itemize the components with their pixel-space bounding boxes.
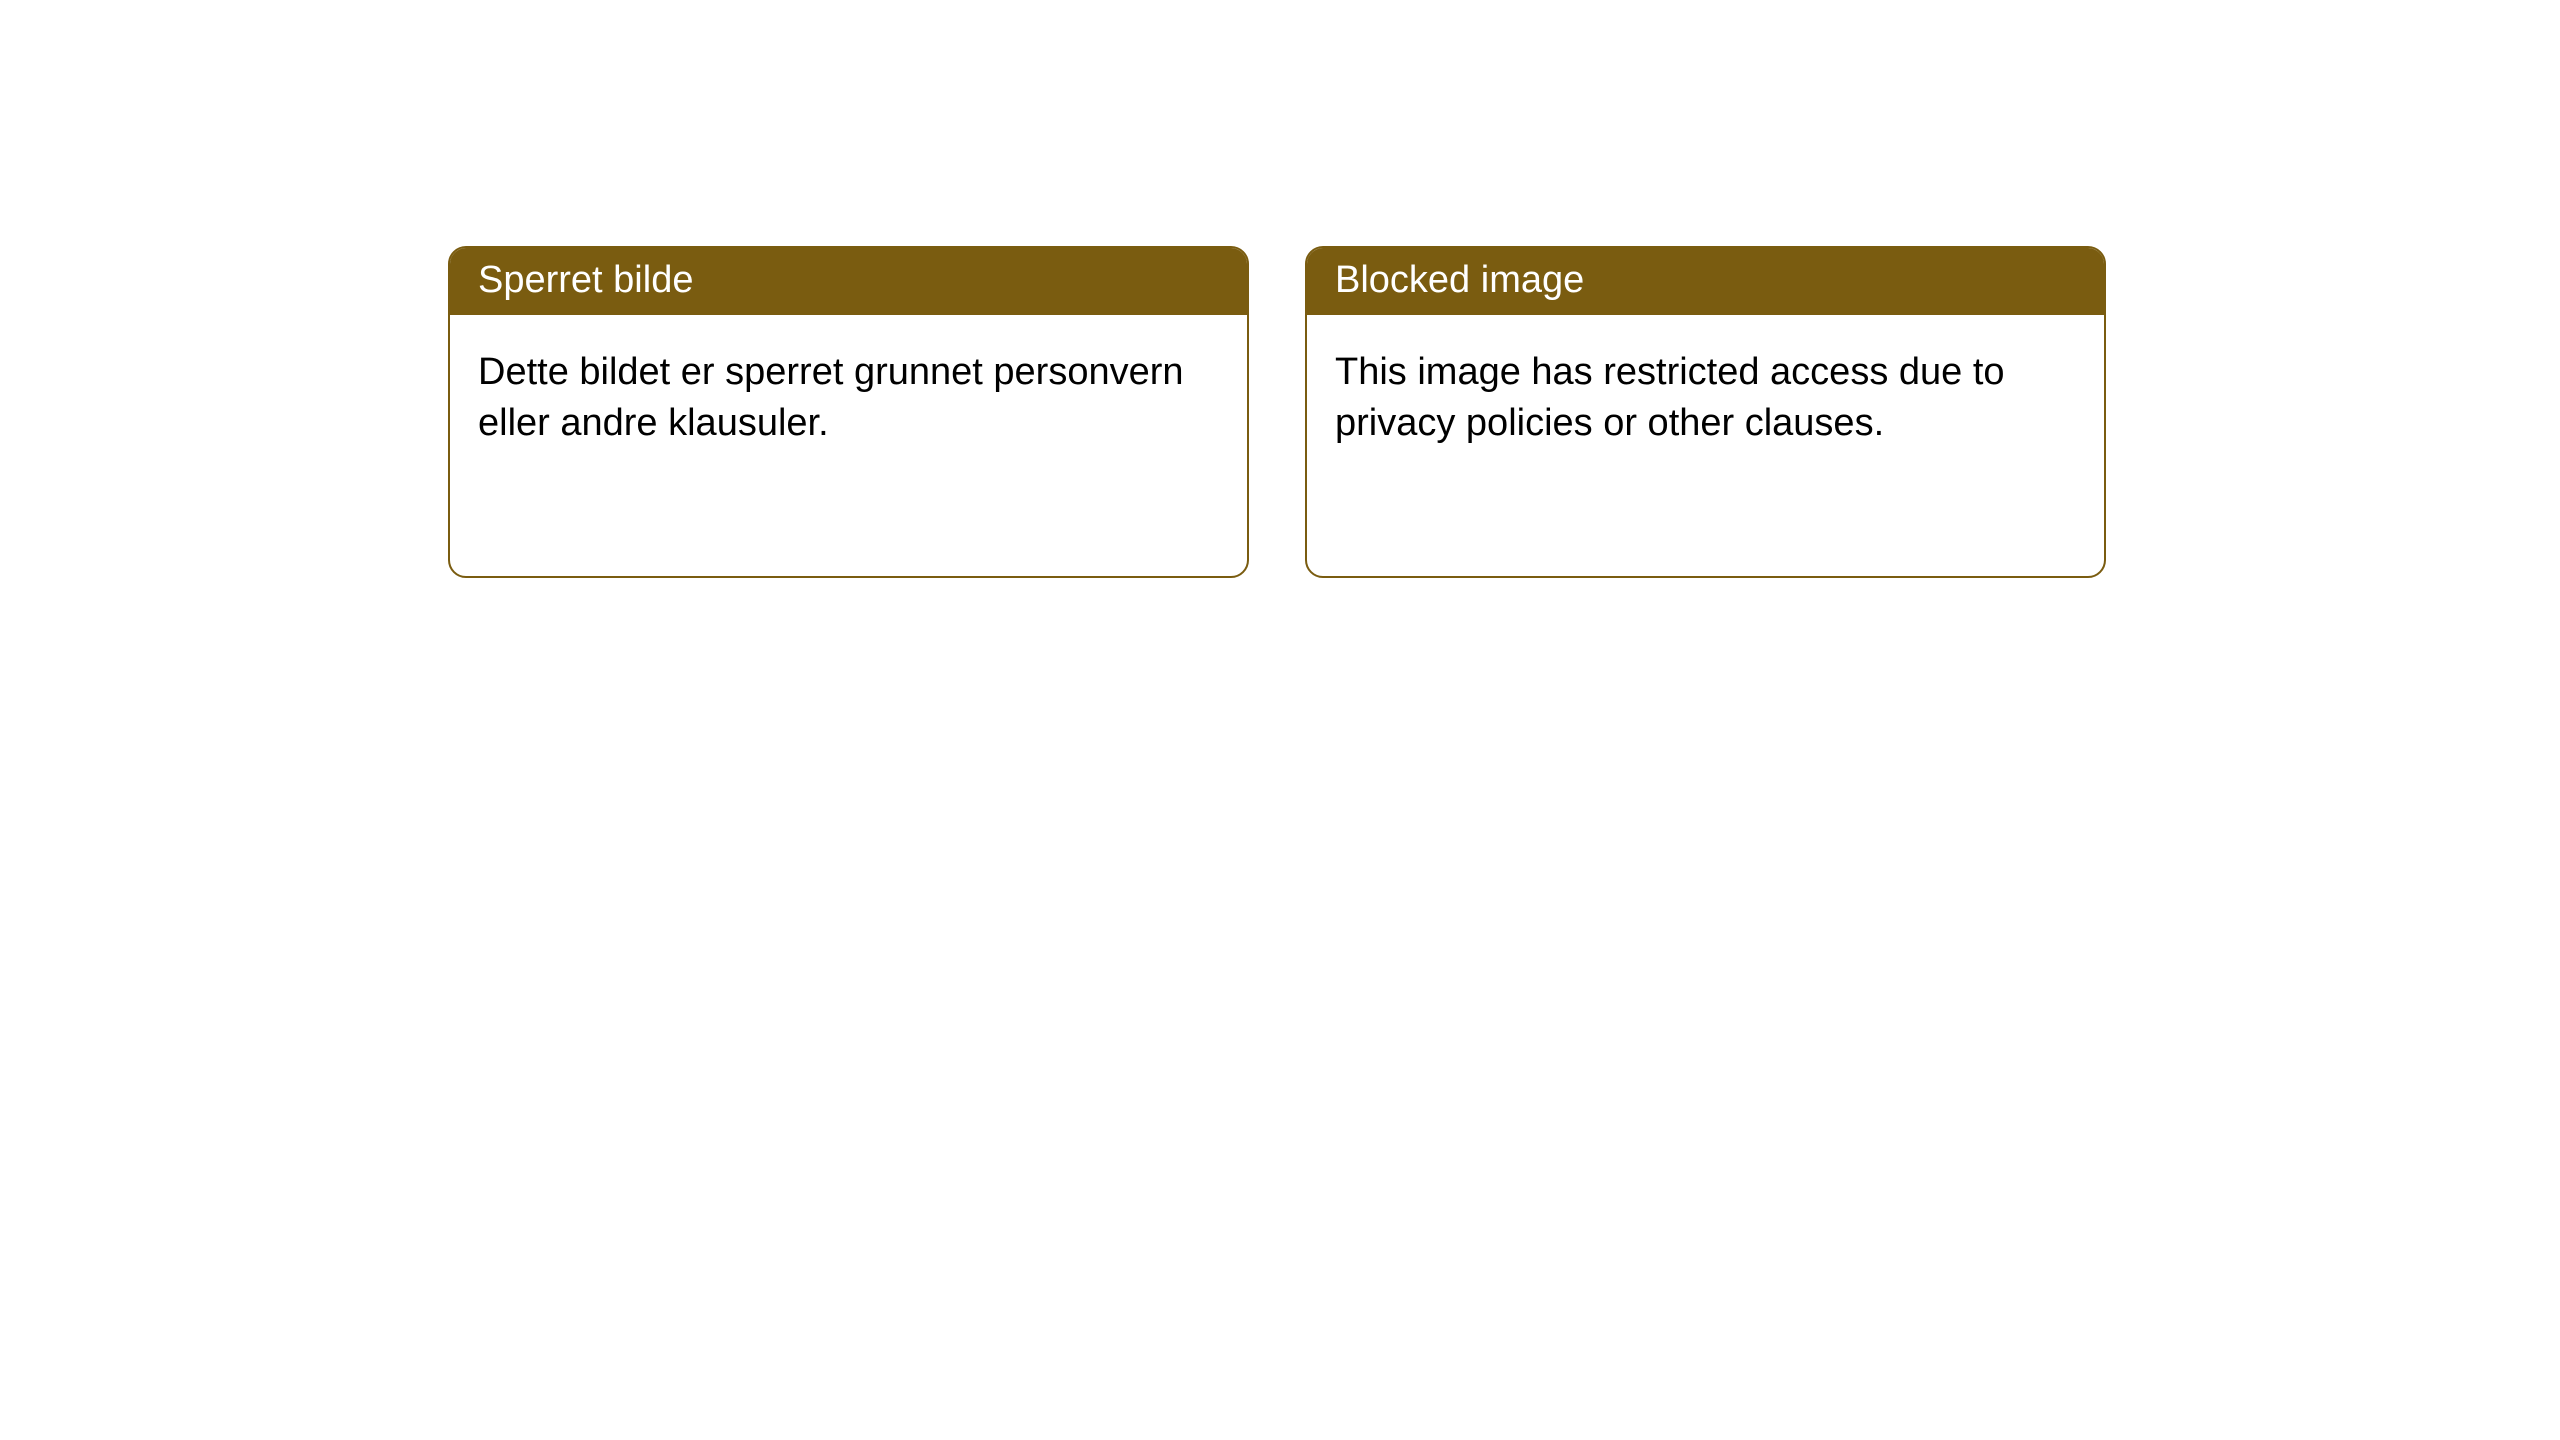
notice-card-norwegian: Sperret bilde Dette bildet er sperret gr… bbox=[448, 246, 1249, 578]
notice-card-english: Blocked image This image has restricted … bbox=[1305, 246, 2106, 578]
notice-card-body: This image has restricted access due to … bbox=[1307, 315, 2104, 482]
notice-card-title: Sperret bilde bbox=[450, 248, 1247, 315]
notice-card-title: Blocked image bbox=[1307, 248, 2104, 315]
notice-container: Sperret bilde Dette bildet er sperret gr… bbox=[0, 0, 2560, 578]
notice-card-body: Dette bildet er sperret grunnet personve… bbox=[450, 315, 1247, 482]
